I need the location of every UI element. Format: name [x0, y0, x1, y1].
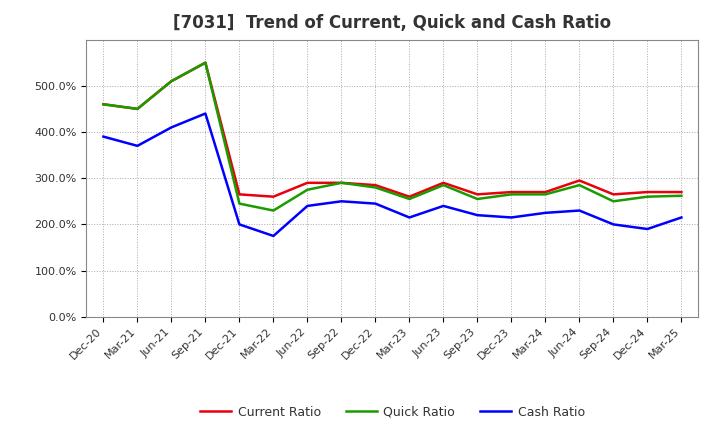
Cash Ratio [439, 203, 448, 209]
Line: Quick Ratio: Quick Ratio [104, 62, 681, 210]
Quick Ratio [133, 106, 142, 111]
Cash Ratio [575, 208, 584, 213]
Cash Ratio [677, 215, 685, 220]
Quick Ratio [473, 196, 482, 202]
Cash Ratio [303, 203, 312, 209]
Quick Ratio [541, 192, 550, 197]
Title: [7031]  Trend of Current, Quick and Cash Ratio: [7031] Trend of Current, Quick and Cash … [174, 15, 611, 33]
Cash Ratio [133, 143, 142, 148]
Current Ratio [133, 106, 142, 111]
Current Ratio [269, 194, 278, 199]
Line: Cash Ratio: Cash Ratio [104, 114, 681, 236]
Cash Ratio [337, 198, 346, 204]
Current Ratio [439, 180, 448, 185]
Cash Ratio [201, 111, 210, 116]
Current Ratio [677, 189, 685, 194]
Quick Ratio [337, 180, 346, 185]
Cash Ratio [167, 125, 176, 130]
Cash Ratio [643, 226, 652, 231]
Current Ratio [167, 78, 176, 84]
Quick Ratio [643, 194, 652, 199]
Quick Ratio [439, 183, 448, 188]
Cash Ratio [473, 213, 482, 218]
Current Ratio [371, 183, 379, 188]
Cash Ratio [609, 222, 618, 227]
Quick Ratio [167, 78, 176, 84]
Cash Ratio [269, 233, 278, 238]
Quick Ratio [575, 183, 584, 188]
Line: Current Ratio: Current Ratio [104, 62, 681, 197]
Cash Ratio [235, 222, 243, 227]
Current Ratio [609, 192, 618, 197]
Current Ratio [201, 60, 210, 65]
Quick Ratio [677, 193, 685, 198]
Current Ratio [303, 180, 312, 185]
Cash Ratio [99, 134, 108, 139]
Current Ratio [473, 192, 482, 197]
Current Ratio [405, 194, 414, 199]
Quick Ratio [235, 201, 243, 206]
Quick Ratio [507, 192, 516, 197]
Cash Ratio [507, 215, 516, 220]
Current Ratio [99, 102, 108, 107]
Legend: Current Ratio, Quick Ratio, Cash Ratio: Current Ratio, Quick Ratio, Cash Ratio [195, 401, 590, 424]
Current Ratio [235, 192, 243, 197]
Quick Ratio [405, 196, 414, 202]
Cash Ratio [405, 215, 414, 220]
Quick Ratio [303, 187, 312, 192]
Quick Ratio [269, 208, 278, 213]
Current Ratio [337, 180, 346, 185]
Quick Ratio [99, 102, 108, 107]
Current Ratio [541, 189, 550, 194]
Quick Ratio [609, 198, 618, 204]
Quick Ratio [201, 60, 210, 65]
Current Ratio [507, 189, 516, 194]
Current Ratio [643, 189, 652, 194]
Cash Ratio [541, 210, 550, 216]
Quick Ratio [371, 185, 379, 190]
Current Ratio [575, 178, 584, 183]
Cash Ratio [371, 201, 379, 206]
